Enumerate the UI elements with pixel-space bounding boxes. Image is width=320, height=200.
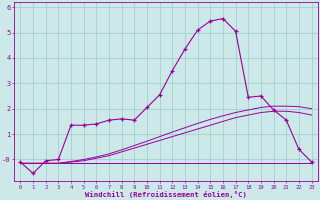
X-axis label: Windchill (Refroidissement éolien,°C): Windchill (Refroidissement éolien,°C) — [85, 191, 247, 198]
